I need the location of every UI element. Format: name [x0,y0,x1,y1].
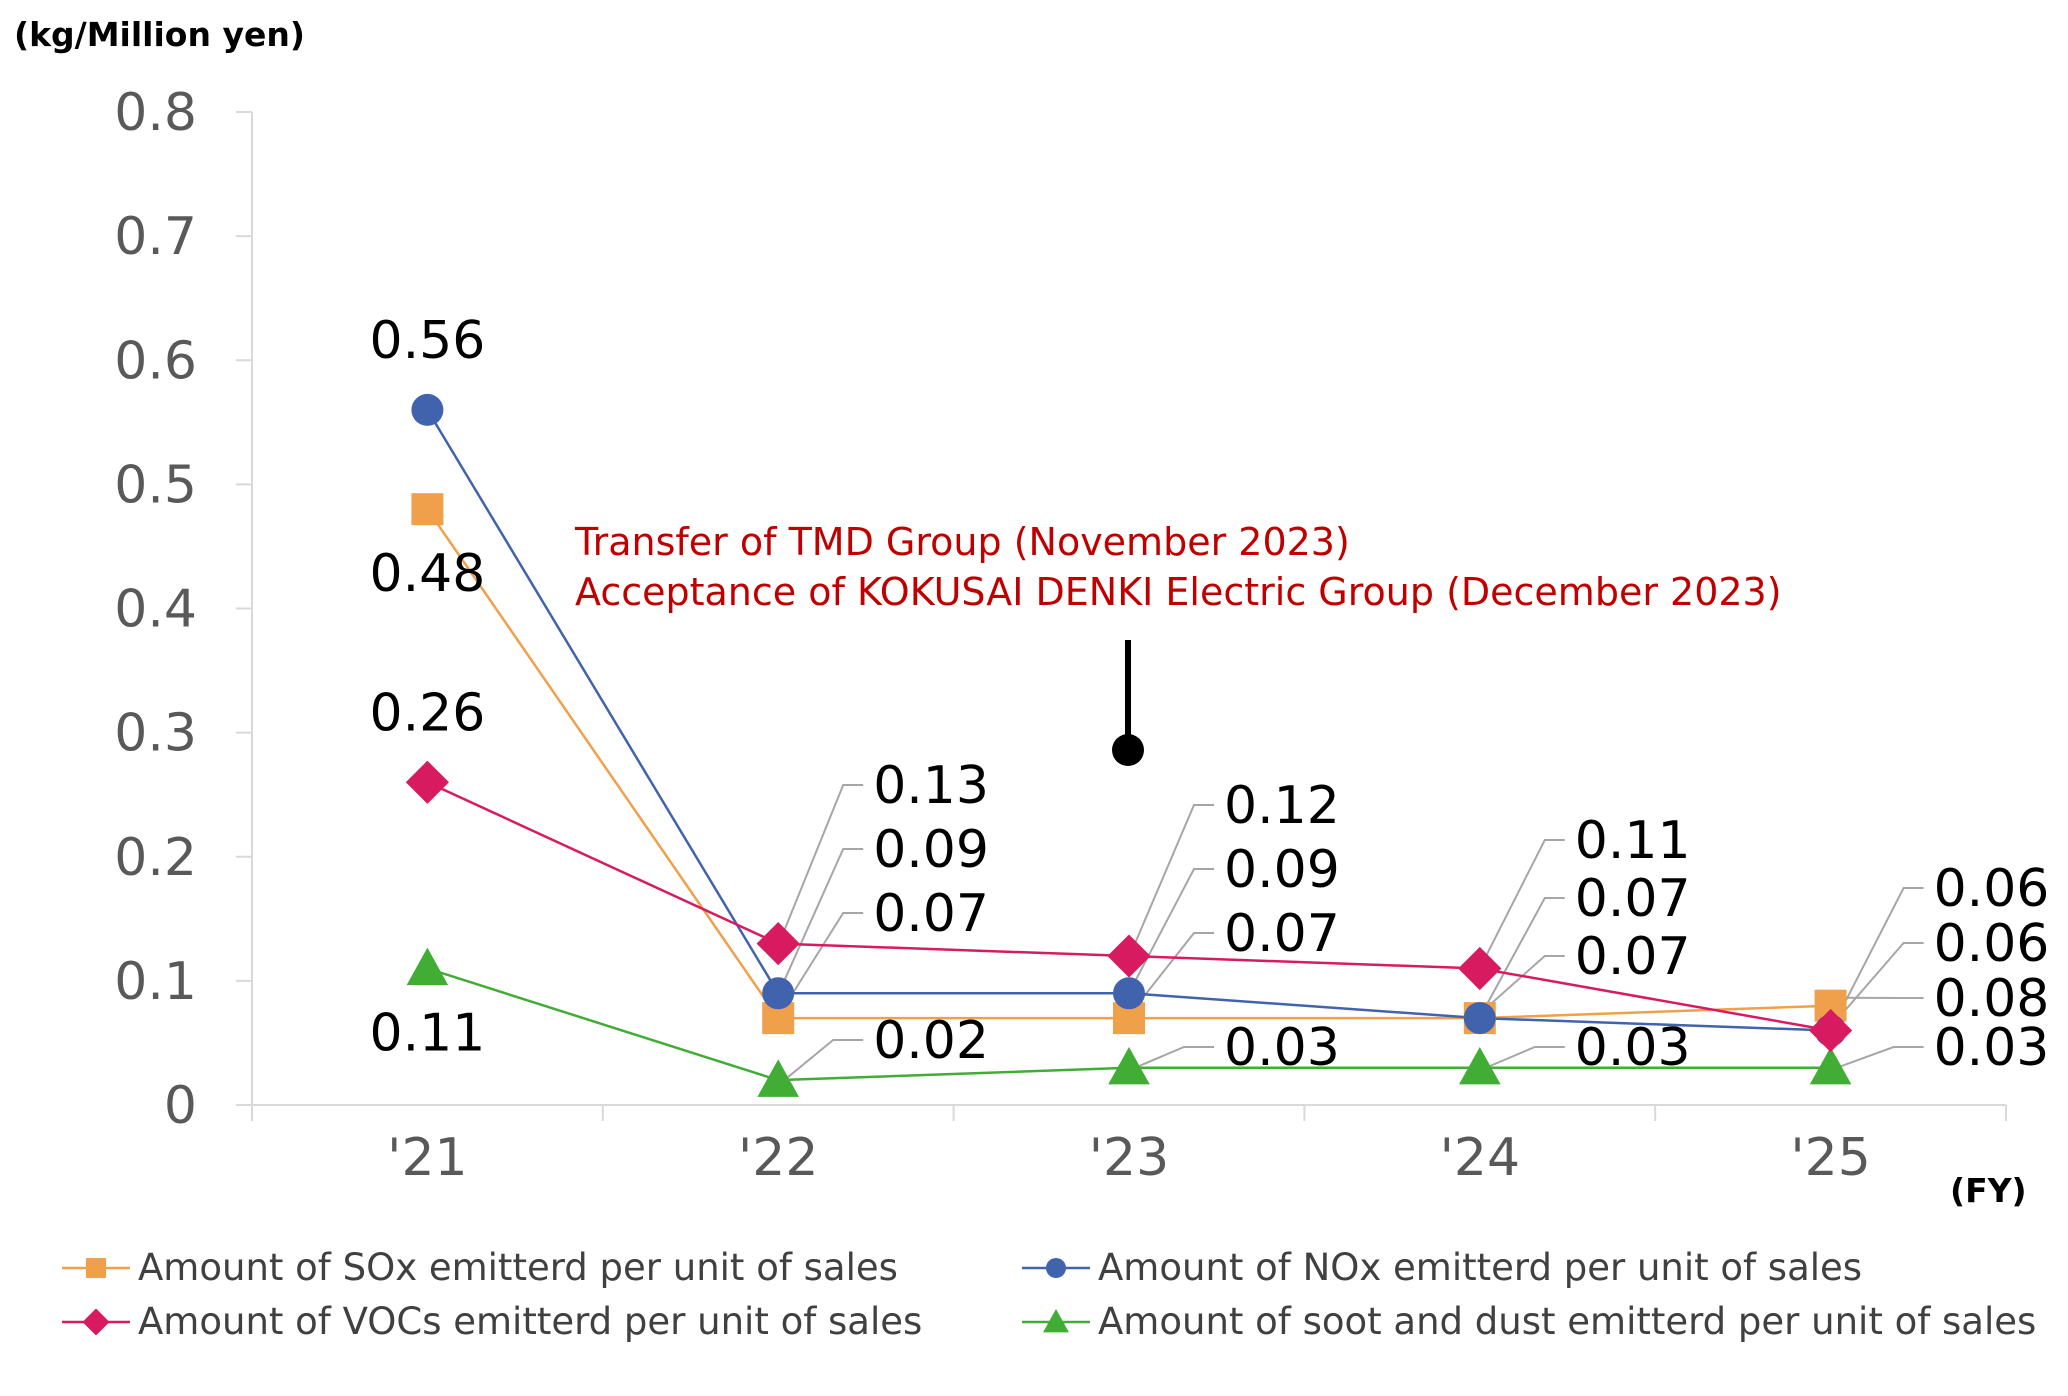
data-label: 0.03 [1934,1018,2050,1078]
data-label: 0.08 [1934,969,2050,1029]
callout-leader [1833,887,1924,1023]
y-tick-label: 0.5 [114,455,197,515]
x-tick-label: '22 [738,1128,818,1188]
data-label: 0.48 [370,544,486,604]
data-label: 0.03 [1224,1018,1340,1078]
data-point-triangle [1809,1046,1852,1085]
data-label: 0.07 [873,884,989,944]
data-point-circle [1113,977,1145,1010]
data-point-square [411,493,444,526]
legend-item: Amount of SOx emitterd per unit of sales [62,1246,898,1289]
callout-leader [781,912,864,1011]
x-tick-label: '24 [1440,1128,1520,1188]
legend-marker-square [86,1258,106,1278]
x-tick-label: '25 [1790,1128,1870,1188]
data-label: 0.02 [873,1011,989,1071]
data-labels: 0.480.560.260.110.130.090.070.020.120.09… [370,311,2050,1078]
data-label: 0.07 [1575,927,1691,987]
legend-item: Amount of soot and dust emitterd per uni… [1022,1300,2036,1343]
callout-leader [1836,1046,1924,1069]
callout-leader [1482,839,1565,961]
callout-leader [1132,804,1214,949]
callout-leader [1483,955,1565,1011]
y-tick-label: 0.6 [114,331,197,391]
data-point-diamond [1809,1008,1853,1053]
data-label: 0.06 [1934,859,2050,919]
data-label: 0.07 [1224,904,1340,964]
series-markers [405,393,1853,1097]
callout-leader [781,784,864,937]
data-label: 0.11 [370,1003,486,1063]
callout-leader [1132,932,1214,1011]
legend-label: Amount of SOx emitterd per unit of sales [138,1246,898,1289]
y-tick-label: 0 [164,1076,197,1136]
x-axis-unit-label: (FY) [1950,1171,2027,1210]
data-point-triangle [1459,1046,1501,1085]
legend-item: Amount of VOCs emitterd per unit of sale… [62,1300,922,1343]
x-tick-label: '23 [1089,1128,1169,1188]
data-point-circle [1463,1002,1496,1035]
callout-leader [1134,1046,1214,1069]
data-label: 0.26 [370,683,486,743]
data-label: 0.09 [1224,840,1340,900]
callout-leader [781,848,864,986]
callout-leader [1482,897,1565,1011]
data-label: 0.56 [370,311,486,371]
y-axis-unit-label: (kg/Million yen) [14,15,305,54]
data-label: 0.12 [1224,776,1340,836]
annotation-pointer-dot [1112,734,1144,766]
callout-leader [1485,1046,1565,1069]
legend-marker-circle [1046,1258,1066,1278]
callout-leader [1132,868,1214,986]
event-annotation: Transfer of TMD Group (November 2023) Ac… [574,520,1782,766]
y-tick-label: 0.8 [114,83,197,143]
data-point-triangle [406,947,449,986]
data-label: 0.07 [1575,869,1691,929]
axes: 0 0.1 0.2 0.3 0.4 0.5 0.6 0.7 0.8 '21 '22 '23 '24 '25 [114,83,2007,1188]
y-tick-label: 0.7 [114,207,197,267]
y-tick-label: 0.3 [114,704,197,764]
data-point-triangle [1108,1046,1150,1085]
legend-marker-triangle [1043,1309,1069,1333]
data-point-triangle [757,1059,799,1097]
annotation-line-1: Transfer of TMD Group (November 2023) [574,520,1350,564]
annotation-line-2: Acceptance of KOKUSAI DENKI Electric Gro… [575,570,1782,614]
legend-label: Amount of NOx emitterd per unit of sales [1098,1246,1862,1289]
data-point-diamond [1458,946,1502,991]
y-tick-label: 0.2 [114,828,197,888]
y-tick-label: 0.1 [114,952,197,1012]
callout-leader [1833,942,1924,1024]
data-label: 0.03 [1575,1018,1691,1078]
callout-leader [783,1039,864,1081]
data-point-circle [411,393,444,426]
legend-marker-diamond [82,1308,110,1336]
data-label: 0.09 [873,820,989,880]
data-point-circle [762,977,795,1010]
legend: Amount of SOx emitterd per unit of sales… [62,1246,2036,1343]
data-point-diamond [756,922,800,966]
x-tick-label: '21 [387,1128,467,1188]
y-tick-label: 0.4 [114,580,197,640]
legend-label: Amount of VOCs emitterd per unit of sale… [138,1300,922,1343]
legend-label: Amount of soot and dust emitterd per uni… [1098,1300,2036,1343]
data-point-diamond [405,760,449,804]
legend-item: Amount of NOx emitterd per unit of sales [1022,1246,1862,1289]
data-point-diamond [1107,934,1151,978]
data-label: 0.13 [873,756,989,816]
data-label: 0.06 [1934,914,2050,974]
data-label: 0.11 [1575,811,1691,871]
